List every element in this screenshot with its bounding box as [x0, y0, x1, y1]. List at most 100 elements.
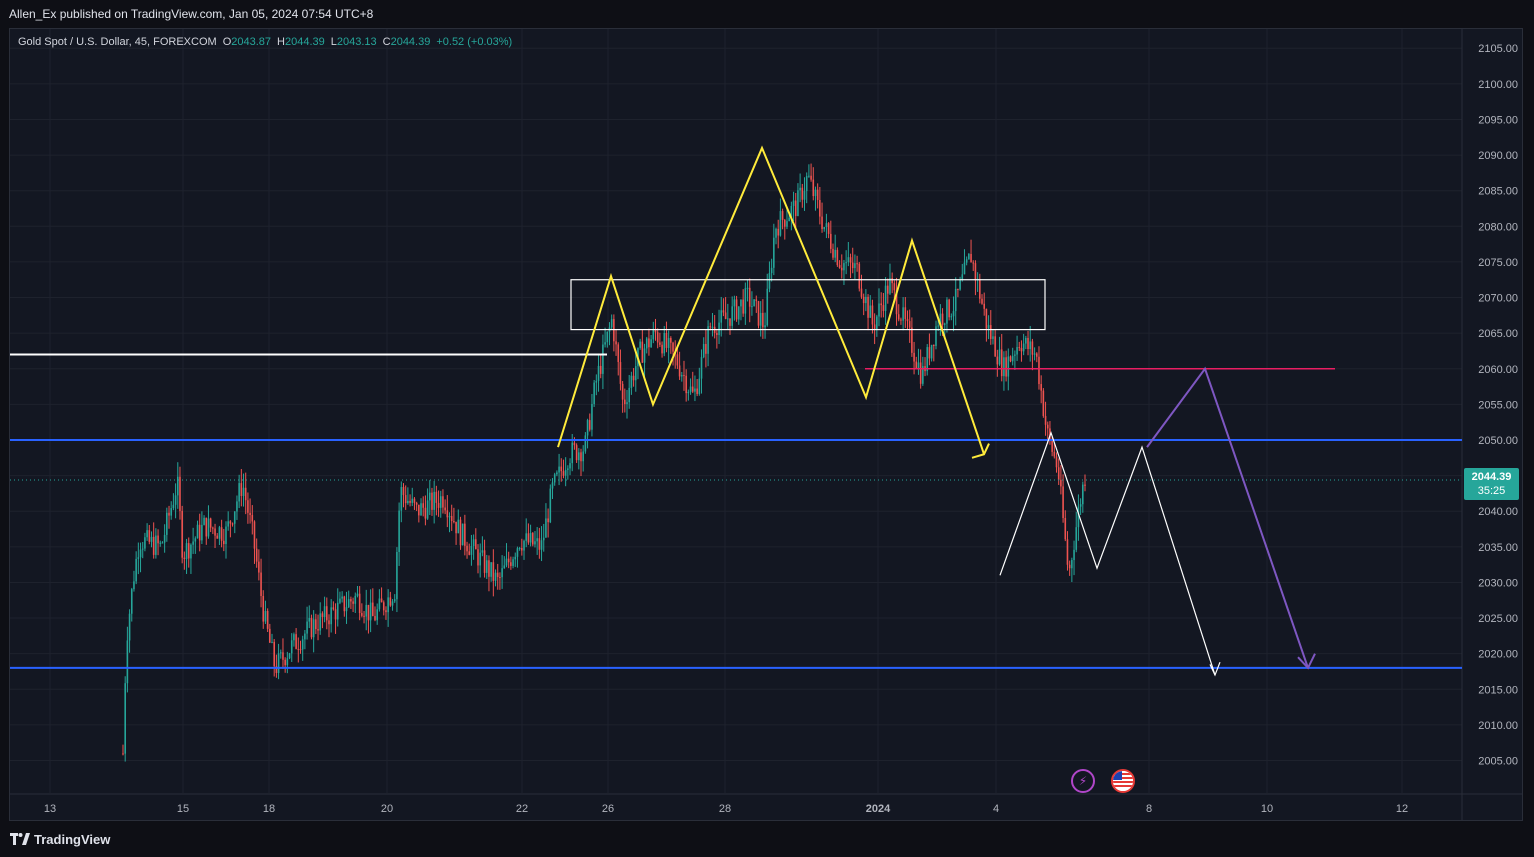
candle-body	[733, 299, 736, 307]
candle-body	[418, 504, 420, 516]
candle-body	[492, 562, 495, 581]
candle-body	[293, 634, 295, 641]
candle-body	[1038, 356, 1040, 385]
candle-body	[1007, 356, 1010, 377]
candle-body	[367, 604, 370, 621]
candle-body	[836, 249, 839, 266]
candle-body	[810, 175, 812, 180]
us-flag-icon[interactable]	[1111, 769, 1135, 793]
candle-body	[650, 339, 652, 348]
candle-body	[176, 476, 179, 496]
candle-body	[139, 549, 142, 558]
candle-body	[128, 613, 131, 641]
candle-body	[709, 326, 712, 328]
candle-body	[880, 303, 883, 306]
candle-body	[446, 510, 449, 518]
candle-body	[536, 538, 538, 542]
candle-body	[843, 263, 845, 271]
candle-body	[959, 279, 961, 290]
price-chart[interactable]: 2105.00 2100.00 2095.00 2090.00 2085.00 2080.…	[10, 29, 1522, 820]
candle-body	[529, 533, 532, 543]
candle-body	[989, 325, 992, 339]
candle-body	[549, 488, 552, 523]
candle-body	[378, 598, 381, 610]
candle-body	[746, 287, 749, 289]
candle-body	[628, 387, 631, 403]
y-tick-label: 2025.00	[1478, 613, 1518, 625]
candle-body	[1084, 484, 1086, 486]
candle-body	[341, 596, 343, 599]
candle-body	[952, 311, 955, 317]
candle-body	[759, 312, 762, 326]
candle-body	[816, 189, 819, 200]
candle-body	[499, 576, 501, 578]
candle-body	[251, 515, 254, 522]
candle-body	[1082, 484, 1084, 505]
candle-body	[523, 540, 525, 551]
supply-zone-box[interactable]	[570, 279, 1046, 331]
candle-body	[670, 338, 672, 343]
candle-body	[889, 278, 891, 294]
candle-body	[1003, 357, 1005, 377]
candle-body	[152, 536, 155, 555]
candle-body	[284, 659, 286, 666]
candle-body	[475, 539, 477, 550]
candle-body	[240, 483, 243, 496]
candle-body	[860, 288, 863, 297]
high-value: 2044.39	[284, 36, 325, 48]
candle-body	[380, 598, 383, 603]
candle-body	[851, 262, 854, 269]
candle-body	[1033, 353, 1036, 355]
candle-body	[941, 313, 944, 325]
candle-body	[683, 375, 685, 377]
candle-body	[994, 336, 996, 357]
candle-body	[409, 500, 411, 503]
candle-body	[347, 599, 350, 608]
candle-body	[196, 524, 199, 539]
candle-body	[919, 362, 922, 384]
candle-body	[869, 305, 872, 318]
candle-body	[586, 420, 589, 436]
candle-body	[382, 602, 385, 611]
candle-body	[350, 599, 352, 602]
tradingview-logo[interactable]: TradingView	[10, 832, 110, 847]
candle-body	[345, 607, 348, 612]
candle-body	[290, 640, 293, 654]
candle-body	[932, 344, 935, 347]
candle-body	[1040, 384, 1042, 391]
candle-body	[777, 228, 780, 236]
candle-body	[588, 420, 591, 430]
candle-body	[1020, 348, 1023, 352]
candle-body	[751, 306, 753, 308]
candle-body	[159, 542, 162, 544]
candle-body	[773, 237, 775, 268]
candle-body	[801, 187, 804, 200]
candle-body	[512, 559, 514, 566]
lightning-icon[interactable]: ⚡	[1071, 769, 1095, 793]
tv-logo-icon	[10, 833, 30, 845]
candle-body	[775, 228, 777, 238]
candle-body	[834, 249, 836, 258]
candle-body	[437, 502, 440, 508]
candle-body	[792, 200, 795, 206]
candle-body	[358, 593, 361, 614]
candle-body	[396, 551, 398, 600]
candle-body	[913, 352, 915, 362]
candle-body	[584, 435, 587, 452]
candle-body	[485, 560, 488, 573]
candle-body	[323, 606, 326, 618]
candle-body	[847, 257, 850, 263]
candle-body	[930, 344, 933, 359]
candle-body	[939, 313, 942, 326]
symbol-label[interactable]: Gold Spot / U.S. Dollar, 45, FOREXCOM	[18, 36, 217, 48]
purple-projection-path[interactable]	[1146, 366, 1309, 669]
candle-body	[531, 533, 534, 545]
white-projection-path[interactable]	[999, 431, 1216, 676]
candle-body	[652, 329, 655, 340]
yellow-zigzag-pattern[interactable]	[557, 145, 985, 455]
candle-body	[236, 501, 238, 512]
candle-body	[691, 386, 694, 392]
candle-body	[231, 523, 234, 525]
candle-body	[968, 253, 970, 260]
